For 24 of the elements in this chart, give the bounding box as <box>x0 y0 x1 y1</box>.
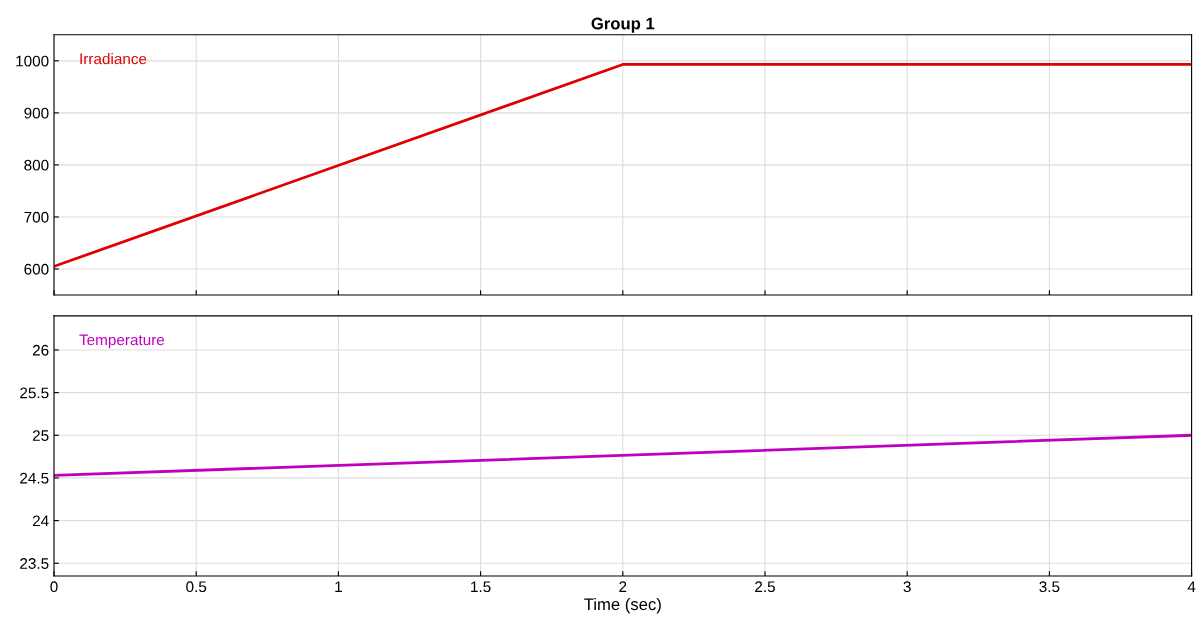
y-tick-label: 25.5 <box>20 387 49 399</box>
x-tick-label: 2.5 <box>755 581 775 593</box>
x-tick-label: 2 <box>619 581 627 592</box>
y-tick-label: 800 <box>24 159 49 171</box>
x-tick-label: 1 <box>335 581 342 592</box>
chart-title: Group 1 <box>591 17 655 33</box>
y-tick-label: 23.5 <box>20 558 49 569</box>
x-tick-label: 3.5 <box>1039 581 1060 593</box>
x-tick-label: 1.5 <box>471 581 491 593</box>
y-tick-label: 25 <box>32 430 49 441</box>
x-tick-label: 0 <box>50 581 58 593</box>
y-tick-label: 700 <box>24 211 49 223</box>
y-tick-label: 24 <box>32 515 49 527</box>
y-tick-label: 24.5 <box>20 472 49 484</box>
y-tick-label: 26 <box>32 344 49 356</box>
y-tick-label: 1000 <box>16 55 49 67</box>
y-tick-label: 600 <box>24 263 49 275</box>
x-tick-label: 4 <box>1187 581 1196 592</box>
y-tick-label: 900 <box>24 107 49 119</box>
text: Temperature <box>79 334 165 349</box>
x-tick-label: 3 <box>903 581 911 593</box>
text: Irradiance <box>80 53 147 65</box>
x-axis-title: Time (sec) <box>584 597 661 614</box>
x-tick-label: 0.5 <box>186 581 207 593</box>
